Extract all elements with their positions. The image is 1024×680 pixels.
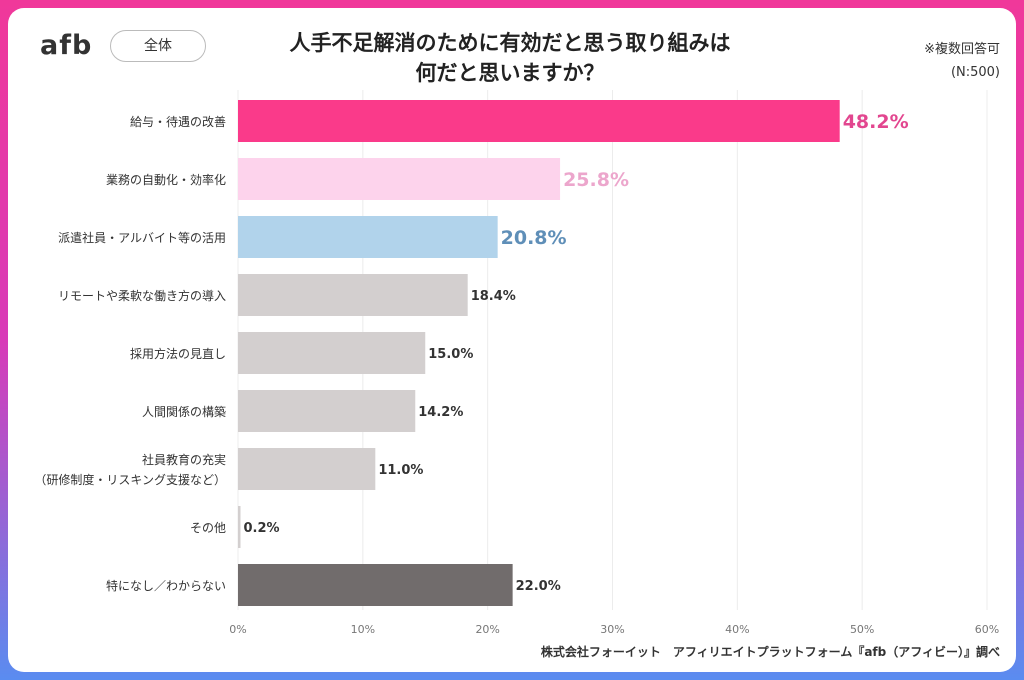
multiple-answer-note: ※複数回答可 [924, 42, 1000, 57]
bar [238, 216, 498, 258]
category-label: その他 [190, 521, 226, 535]
category-label: リモートや柔軟な働き方の導入 [58, 288, 226, 303]
bar [238, 274, 468, 316]
source-credit: 株式会社フォーイット アフィリエイトプラットフォーム『afb（アフィビー）』調べ [540, 645, 1000, 659]
bar [238, 506, 241, 548]
data-label: 48.2% [843, 111, 909, 133]
category-label: 特になし／わからない [106, 578, 226, 593]
scope-button[interactable]: 全体 [110, 30, 206, 62]
chart-title: 人手不足解消のために有効だと思う取り組みは 何だと思いますか？ [230, 28, 790, 88]
afb-logo: afb [40, 30, 93, 61]
x-tick-label: 40% [725, 623, 749, 636]
x-tick-label: 50% [850, 623, 874, 636]
sample-note: ※複数回答可 (N:500) [924, 38, 1000, 84]
x-tick-label: 10% [351, 623, 375, 636]
data-label: 20.8% [501, 227, 567, 249]
bar [238, 390, 416, 432]
data-label: 18.4% [471, 289, 516, 304]
bar [238, 158, 561, 200]
data-label: 14.2% [418, 405, 463, 420]
x-tick-label: 20% [475, 623, 499, 636]
category-label: 業務の自動化・効率化 [106, 172, 226, 187]
bar [238, 100, 840, 142]
bar [238, 564, 513, 606]
x-tick-label: 0% [229, 623, 246, 636]
title-line-2: 何だと思いますか？ [415, 61, 605, 85]
category-label: 給与・待遇の改善 [130, 114, 226, 129]
category-label: （研修制度・リスキング支援など） [34, 472, 226, 487]
category-label: 採用方法の見直し [130, 346, 226, 361]
x-tick-label: 30% [600, 623, 624, 636]
x-tick-label: 60% [975, 623, 999, 636]
data-label: 0.2% [243, 521, 279, 536]
data-label: 15.0% [428, 347, 473, 362]
category-label: 人間関係の構築 [142, 404, 226, 419]
bar [238, 448, 376, 490]
title-line-1: 人手不足解消のために有効だと思う取り組みは [289, 31, 731, 55]
category-label: 派遣社員・アルバイト等の活用 [58, 230, 226, 245]
sample-size: (N:500) [950, 65, 1000, 80]
data-label: 11.0% [378, 463, 423, 478]
category-label: 社員教育の充実 [142, 452, 226, 467]
bar [238, 332, 426, 374]
data-label: 25.8% [563, 169, 629, 191]
data-label: 22.0% [516, 579, 561, 594]
